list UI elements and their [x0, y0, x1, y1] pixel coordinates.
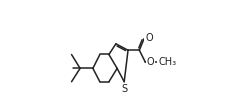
- Text: O: O: [146, 57, 154, 67]
- Text: CH₃: CH₃: [158, 57, 176, 67]
- Text: S: S: [121, 84, 127, 94]
- Text: O: O: [145, 33, 153, 43]
